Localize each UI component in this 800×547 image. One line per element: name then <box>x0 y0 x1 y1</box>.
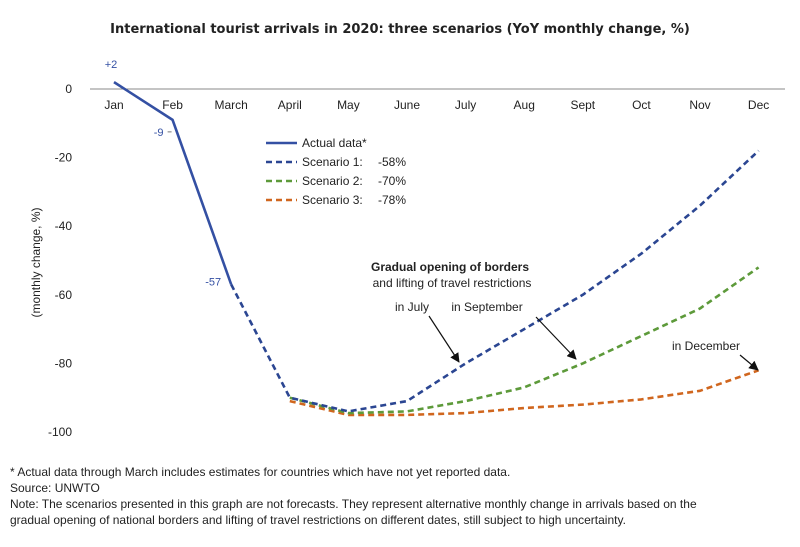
x-tick-label: March <box>215 98 248 112</box>
x-tick-label: April <box>278 98 302 112</box>
axes: 0 -20 -40 -60 -80 -100 (monthly change, %) Jan F… <box>29 82 785 439</box>
y-tick-label: -60 <box>55 288 73 302</box>
legend-label-scenario-1: Scenario 1: <box>302 155 363 169</box>
footnote-note-cont: gradual opening of national borders and … <box>10 513 626 527</box>
annotation-july: in July <box>395 300 429 314</box>
footnote-actual-data: * Actual data through March includes est… <box>10 465 511 479</box>
x-tick-label: Oct <box>632 98 651 112</box>
y-tick-label: -40 <box>55 219 73 233</box>
x-tick-label: June <box>394 98 420 112</box>
x-tick-label: Feb <box>162 98 183 112</box>
series-line-scenario-2 <box>289 266 760 415</box>
legend: Actual data* Scenario 1: -58% Scenario 2: -7… <box>266 136 406 207</box>
data-labels: +2 -9 -57 <box>105 59 221 288</box>
series-lines <box>113 81 760 417</box>
x-tick-label: Dec <box>748 98 769 112</box>
x-tick-label: Sept <box>570 98 595 112</box>
x-tick-label: Nov <box>689 98 710 112</box>
data-label-jan: +2 <box>105 59 118 71</box>
y-tick-label: -80 <box>55 356 73 370</box>
annotations: Gradual opening of borders and lifting of… <box>371 260 759 371</box>
annotation-december: in December <box>672 339 740 353</box>
annotation-arrow-december <box>739 354 759 371</box>
y-axis-label: (monthly change, %) <box>29 207 43 317</box>
legend-label-scenario-3: Scenario 3: <box>302 193 363 207</box>
y-tick-label: 0 <box>65 82 72 96</box>
y-tick-label: -20 <box>55 151 73 165</box>
series-line-actual <box>113 81 233 285</box>
legend-value-scenario-3: -78% <box>378 193 406 207</box>
x-tick-label: July <box>455 98 476 112</box>
line-chart: 0 -20 -40 -60 -80 -100 (monthly change, %) Jan F… <box>29 59 785 439</box>
annotation-arrow-july <box>428 315 460 363</box>
footnote-source: Source: UNWTO <box>10 481 100 495</box>
annotation-arrow-september <box>535 316 577 360</box>
series-line-scenario-3 <box>289 369 760 417</box>
legend-value-scenario-2: -70% <box>378 174 406 188</box>
x-tick-label: Jan <box>104 98 123 112</box>
legend-label-scenario-2: Scenario 2: <box>302 174 363 188</box>
series-line-scenario-1 <box>230 149 760 413</box>
footnotes: * Actual data through March includes est… <box>10 464 795 528</box>
annotation-subheading: and lifting of travel restrictions <box>373 276 532 290</box>
chart-title: International tourist arrivals in 2020: … <box>110 22 690 37</box>
data-label-march: -57 <box>205 277 221 289</box>
annotation-september: in September <box>451 300 522 314</box>
y-tick-label: -100 <box>48 425 72 439</box>
x-tick-label: Aug <box>514 98 535 112</box>
annotation-heading: Gradual opening of borders <box>371 260 529 274</box>
data-label-feb: -9 <box>154 127 164 139</box>
x-tick-label: May <box>337 98 360 112</box>
footnote-note: Note: The scenarios presented in this gr… <box>10 497 697 511</box>
legend-value-scenario-1: -58% <box>378 155 406 169</box>
legend-label-actual: Actual data* <box>302 136 367 150</box>
